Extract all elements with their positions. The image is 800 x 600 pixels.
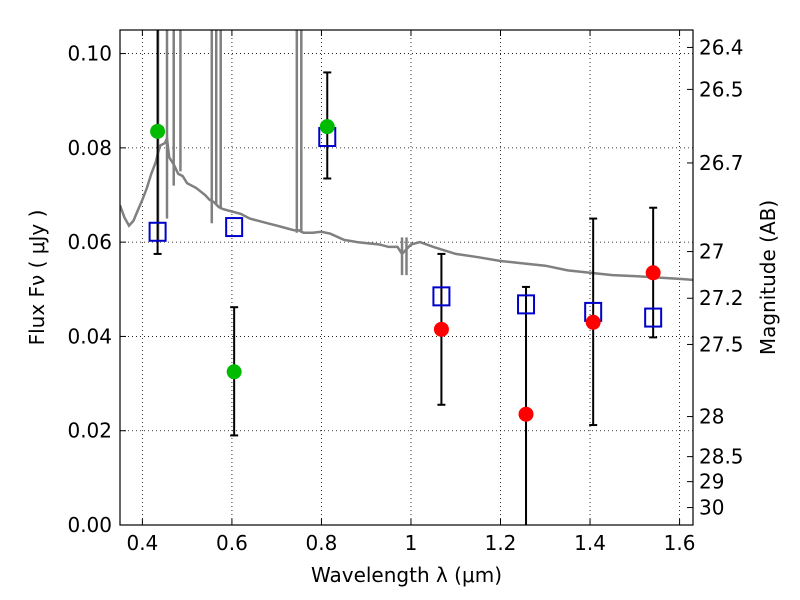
y-tick-label: 0.06 [67,230,112,254]
right-tick-label: 26.7 [699,151,744,175]
right-tick-label: 27 [699,240,724,264]
x-axis-label: Wavelength λ (μm) [311,563,502,587]
x-tick-label: 0.4 [126,531,158,555]
right-tick-label: 30 [699,496,724,520]
green-point [150,123,166,139]
right-tick-label: 27.2 [699,286,744,310]
right-tick-label: 28 [699,405,724,429]
right-tick-label: 29 [699,470,724,494]
green-point [226,364,242,380]
red-point [645,265,661,281]
plot-frame [119,29,694,526]
model-photometry-square [517,294,536,315]
model-photometry-square [432,286,451,307]
red-point [585,314,601,330]
right-tick-label: 26.5 [699,77,744,101]
model-spectrum-line [120,133,693,282]
grid [120,30,693,526]
right-tick-label: 26.4 [699,35,744,59]
x-tick-label: 1.2 [485,531,517,555]
y-tick-label: 0.00 [67,513,112,537]
y-tick-label: 0.02 [67,419,112,443]
right-axis-label: Magnitude (AB) [756,200,780,355]
y-tick-label: 0.08 [67,136,112,160]
axes: 0.4 0.6 0.8 1 1.2 1.4 1.6 0.00 0.02 0.04 0.06 0.08 0… [67,30,744,555]
red-point [433,321,449,337]
plot-area [120,30,693,525]
y-axis-label: Flux Fν ( μJy ) [25,210,49,346]
model-photometry-square [644,307,663,328]
x-tick-label: 1.6 [664,531,696,555]
y-tick-label: 0.04 [67,324,112,348]
right-tick-label: 27.5 [699,332,744,356]
x-tick-label: 0.8 [306,531,338,555]
green-point [319,119,335,135]
y-tick-label: 0.10 [67,42,112,66]
model-photometry-square [225,217,244,238]
right-tick-label: 28.5 [699,445,744,469]
x-tick-label: 1.4 [574,531,606,555]
x-tick-label: 0.6 [216,531,248,555]
x-tick-label: 1 [405,531,418,555]
red-point [518,406,534,422]
model-photometry-square [148,221,167,242]
